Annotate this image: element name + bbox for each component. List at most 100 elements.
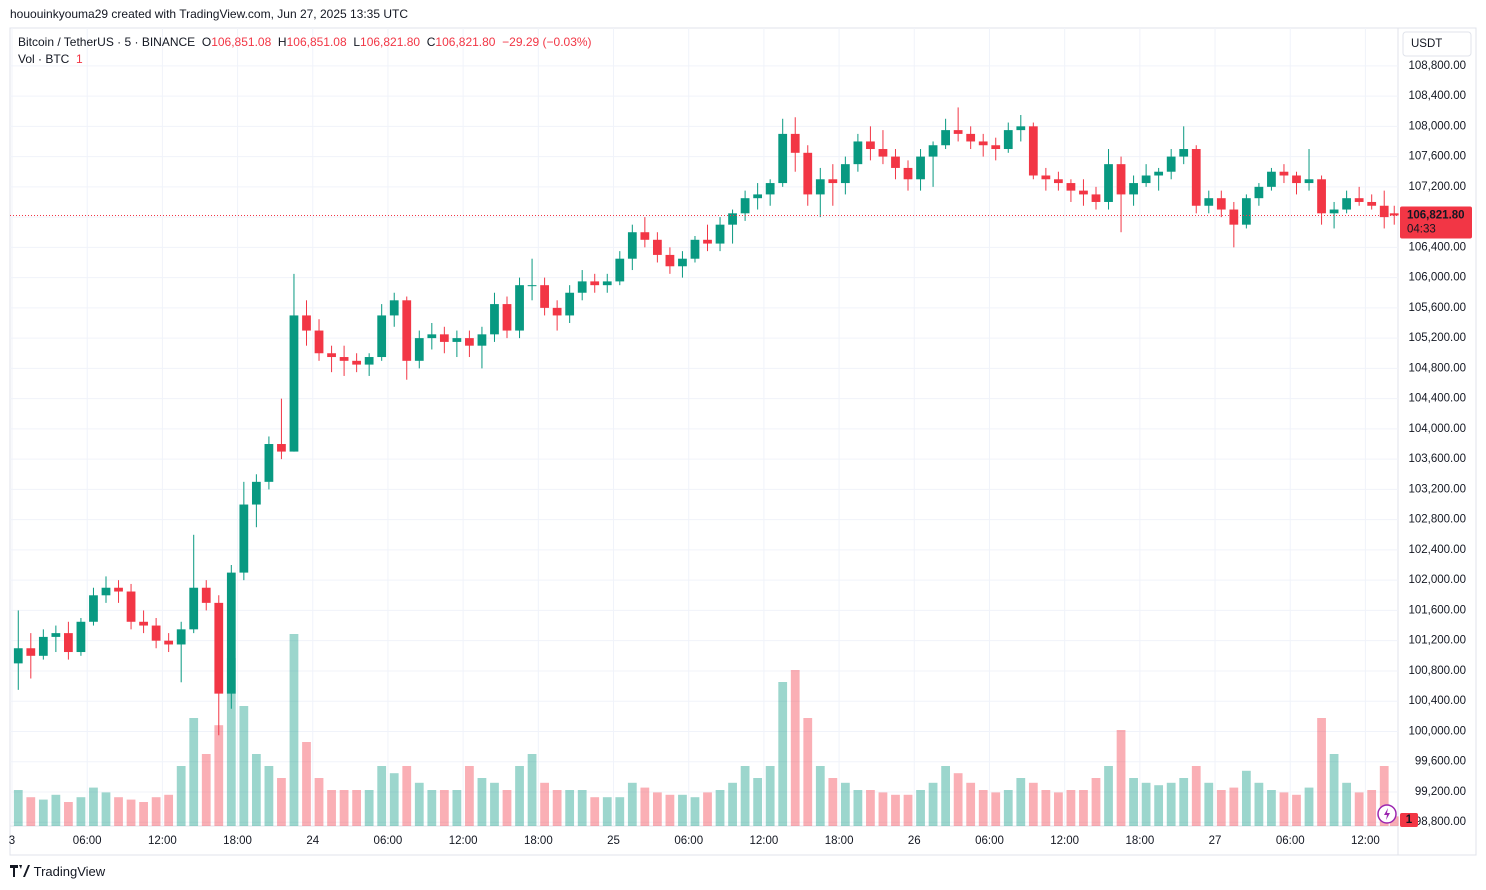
candle-body (991, 145, 1001, 150)
x-tick-label: 3 (9, 835, 15, 847)
candle-body (1367, 201, 1377, 206)
y-tick-label: 100,800.00 (1408, 665, 1466, 677)
candle-body (728, 213, 737, 225)
candle-body (76, 621, 86, 653)
volume-bar (239, 706, 249, 826)
candle-body (114, 587, 123, 592)
volume-bar (991, 792, 1001, 826)
candle-body (414, 338, 424, 361)
c-value: 106,821.80 (435, 35, 496, 49)
y-tick-label: 99,200.00 (1415, 786, 1466, 798)
candle-body (477, 334, 487, 346)
volume-bar (402, 766, 412, 826)
volume-bar (1354, 792, 1364, 826)
x-tick-label: 12:00 (449, 835, 478, 847)
volume-bar (1041, 790, 1051, 826)
candle-body (139, 621, 148, 626)
candle-body (1267, 171, 1276, 187)
candle-body (38, 636, 48, 656)
volume-bar (803, 718, 813, 826)
candle-body (602, 281, 612, 286)
candle-body (1292, 175, 1301, 184)
volume-bar (139, 802, 148, 826)
volume-bar (1317, 718, 1326, 826)
candle-body (941, 130, 950, 146)
alerts-badge: 1 (1406, 814, 1413, 826)
volume-bar (352, 790, 362, 826)
candle-body (51, 633, 61, 637)
candle-body (903, 167, 913, 180)
grid (10, 28, 1398, 826)
x-tick-label: 06:00 (73, 835, 102, 847)
volume-bar (302, 742, 311, 826)
volume-bar (903, 794, 913, 826)
volume-bar (565, 790, 575, 826)
footer-text: TradingView (33, 864, 106, 879)
candle-body (277, 444, 286, 452)
candle-body (828, 179, 838, 184)
y-tick-label: 108,800.00 (1408, 60, 1466, 72)
candle-body (590, 281, 600, 286)
candle-body (1216, 198, 1226, 210)
y-tick-label: 108,400.00 (1408, 90, 1466, 102)
x-tick-label: 12:00 (750, 835, 779, 847)
volume-bar (640, 787, 650, 826)
volume-bar (1267, 790, 1276, 826)
candle-body (1179, 149, 1189, 157)
candle-body (289, 315, 299, 452)
candle-body (1379, 205, 1389, 218)
volume-bar (126, 799, 136, 826)
l-value: 106,821.80 (360, 35, 421, 49)
volume-bar (966, 782, 976, 826)
x-tick-label: 25 (607, 835, 620, 847)
candle-body (251, 481, 261, 505)
volume-bar (1342, 782, 1352, 826)
volume-bar (26, 797, 36, 826)
change: −29.29 (−0.03%) (502, 35, 592, 49)
y-tick-label: 99,600.00 (1415, 756, 1466, 768)
x-tick-label: 12:00 (1351, 835, 1380, 847)
volume-bar (815, 766, 825, 826)
x-tick-label: 12:00 (148, 835, 177, 847)
candle-body (1129, 183, 1138, 195)
candle-body (1191, 149, 1201, 206)
volume-bar (678, 794, 687, 826)
volume-bar (189, 718, 199, 826)
y-tick-label: 107,600.00 (1408, 151, 1466, 163)
volume-bar (1116, 730, 1126, 826)
candle-body (1254, 186, 1264, 199)
volume-bar (853, 790, 863, 826)
candle-body (502, 304, 512, 331)
candle-body (402, 300, 412, 361)
y-tick-label: 105,600.00 (1408, 302, 1466, 314)
candle-body (565, 292, 575, 316)
volume-bar (1104, 766, 1113, 826)
volume-bar (427, 790, 437, 826)
candle-body (264, 444, 274, 482)
last-price-badge (1400, 206, 1472, 239)
candle-body (1091, 194, 1101, 202)
volume-bar (89, 787, 98, 826)
candle-body (740, 198, 750, 214)
currency: USDT (1411, 38, 1442, 50)
volume-bar (251, 754, 261, 826)
volume-bar (1028, 782, 1038, 826)
volume-bar (439, 790, 449, 826)
o-label: O (201, 35, 212, 49)
y-tick-label: 102,400.00 (1408, 544, 1466, 556)
candle-body (1054, 179, 1063, 184)
currency-box[interactable] (1402, 31, 1472, 57)
volume-bar (765, 766, 775, 826)
volume-bar (1129, 778, 1138, 826)
y-tick-label: 104,800.00 (1408, 362, 1466, 374)
volume-bar (389, 773, 399, 826)
volume-bar (1204, 782, 1214, 826)
volume-bar (364, 790, 374, 826)
volume-bar (665, 794, 675, 826)
x-tick-label: 18:00 (223, 835, 252, 847)
volume-bar (916, 790, 925, 826)
candle-body (1066, 183, 1076, 191)
x-tick-label: 18:00 (825, 835, 854, 847)
x-tick-label: 12:00 (1050, 835, 1079, 847)
x-tick-label: 26 (908, 835, 921, 847)
